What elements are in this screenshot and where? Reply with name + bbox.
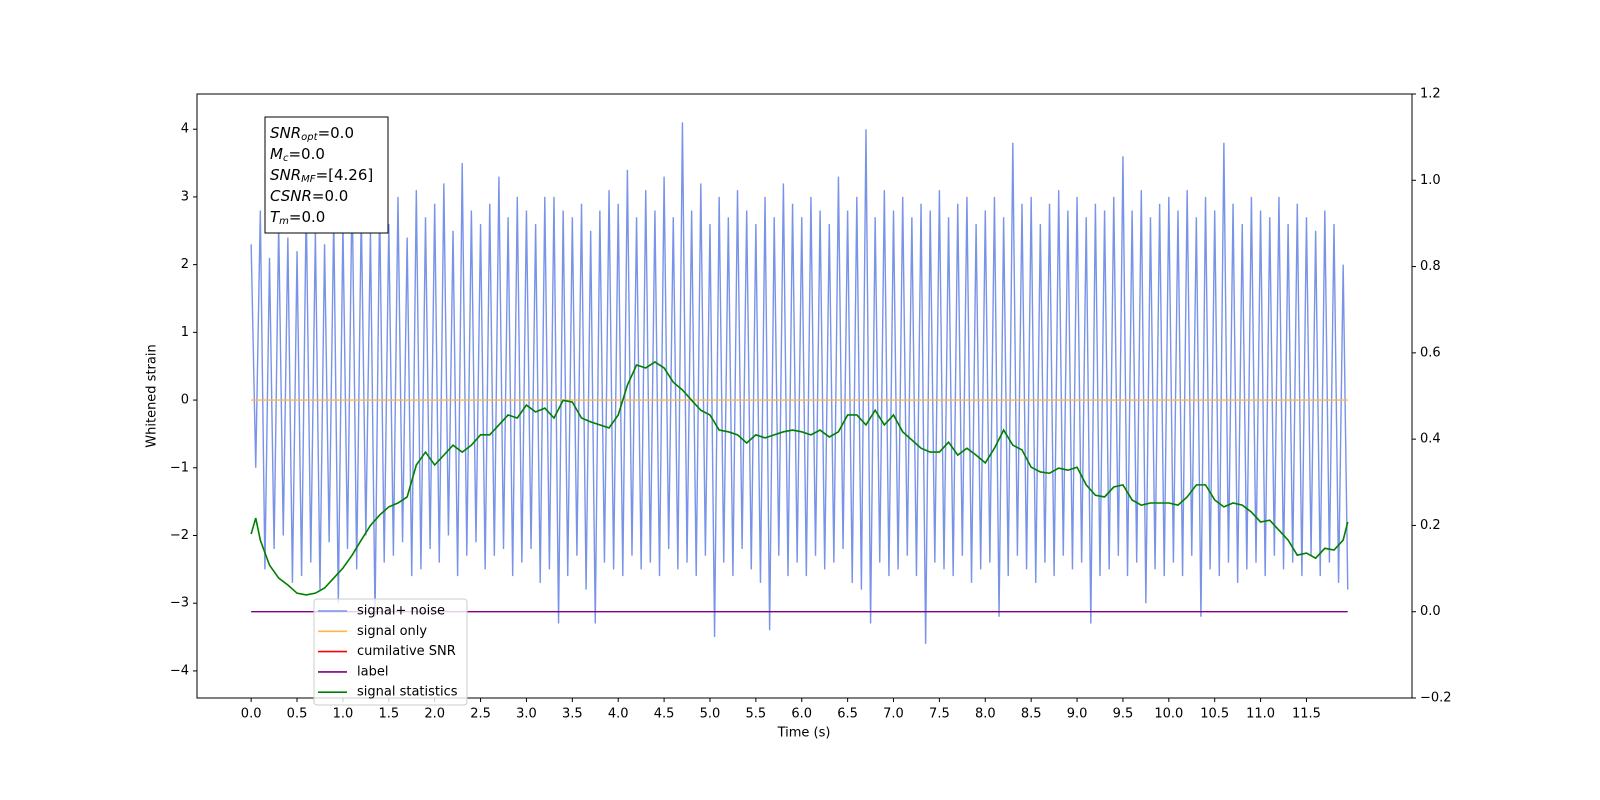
x-tick-label: 2.0 bbox=[424, 707, 445, 722]
y2-tick-label: 1.0 bbox=[1420, 173, 1441, 188]
x-tick-label: 6.5 bbox=[837, 707, 858, 722]
annotation-sub: MF bbox=[301, 174, 316, 185]
x-tick-label: 11.5 bbox=[1292, 707, 1321, 722]
x-tick-label: 4.0 bbox=[608, 707, 629, 722]
x-tick-label: 3.5 bbox=[562, 707, 583, 722]
legend-box bbox=[313, 598, 468, 706]
y-tick-label: −3 bbox=[170, 596, 189, 611]
annotation-line: Tm=0.0 bbox=[270, 208, 325, 228]
y-tick-label: 3 bbox=[181, 189, 189, 204]
x-tick-label: 1.0 bbox=[333, 707, 354, 722]
x-tick-label: 11.0 bbox=[1246, 707, 1275, 722]
legend-label: cumilative SNR bbox=[357, 644, 456, 659]
y-tick-label: 2 bbox=[181, 257, 189, 272]
y-tick-label: 1 bbox=[181, 325, 189, 340]
y2-tick-label: 0.0 bbox=[1420, 604, 1441, 619]
x-tick-label: 8.5 bbox=[1021, 707, 1042, 722]
y2-tick-label: 0.6 bbox=[1420, 345, 1441, 360]
series-line bbox=[250, 122, 1349, 644]
annotation-line: Mc=0.0 bbox=[270, 145, 325, 165]
annotation-value: =[4.26] bbox=[316, 166, 374, 184]
y-tick-label: −4 bbox=[170, 663, 189, 678]
y2-tick-label: 0.2 bbox=[1420, 518, 1441, 533]
y2-tick-label: −0.2 bbox=[1420, 691, 1452, 706]
legend-label: signal statistics bbox=[357, 685, 458, 700]
y2-tick-label: 0.8 bbox=[1420, 259, 1441, 274]
annotation-value: =0.0 bbox=[288, 145, 324, 163]
annotation-name: T bbox=[270, 208, 281, 226]
x-tick-label: 4.5 bbox=[654, 707, 675, 722]
series-line bbox=[250, 360, 1349, 596]
annotation-value: =0.0 bbox=[312, 187, 348, 205]
x-tick-label: 0.5 bbox=[287, 707, 308, 722]
annotation-name: SNR bbox=[270, 124, 301, 142]
annotation-value: =0.0 bbox=[289, 208, 325, 226]
x-tick-label: 5.0 bbox=[700, 707, 721, 722]
x-tick-label: 10.0 bbox=[1154, 707, 1183, 722]
y-tick-label: 4 bbox=[181, 122, 189, 137]
y-tick-label: −2 bbox=[170, 528, 189, 543]
annotation-line: SNRMF=[4.26] bbox=[270, 166, 373, 186]
y2-tick-label: 1.2 bbox=[1420, 87, 1441, 102]
x-tick-label: 6.0 bbox=[791, 707, 812, 722]
annotation-line: SNRopt=0.0 bbox=[270, 124, 354, 144]
x-axis-label: Time (s) bbox=[777, 726, 831, 741]
y-axis-label: Whitened strain bbox=[145, 344, 160, 447]
plot-frame bbox=[196, 93, 1413, 699]
annotation-line: CSNR=0.0 bbox=[270, 187, 348, 205]
x-tick-label: 8.0 bbox=[975, 707, 996, 722]
x-tick-label: 10.5 bbox=[1200, 707, 1229, 722]
annotation-box bbox=[264, 116, 389, 234]
annotation-sub: c bbox=[283, 153, 289, 164]
x-tick-label: 3.0 bbox=[516, 707, 537, 722]
annotation-name: SNR bbox=[270, 166, 301, 184]
legend-label: signal only bbox=[357, 624, 427, 639]
x-tick-label: 7.0 bbox=[883, 707, 904, 722]
x-tick-label: 1.5 bbox=[378, 707, 399, 722]
annotation-sub: m bbox=[279, 216, 289, 227]
x-tick-label: 5.5 bbox=[746, 707, 767, 722]
annotation-name: M bbox=[270, 145, 283, 163]
legend-label: label bbox=[357, 664, 388, 679]
y-tick-label: 0 bbox=[181, 393, 189, 408]
annotation-value: =0.0 bbox=[318, 124, 354, 142]
x-tick-label: 0.0 bbox=[241, 707, 262, 722]
annotation-name: CSNR bbox=[270, 187, 312, 205]
annotation-sub: opt bbox=[301, 132, 318, 143]
x-tick-label: 2.5 bbox=[470, 707, 491, 722]
y-tick-label: −1 bbox=[170, 460, 189, 475]
x-tick-label: 9.5 bbox=[1113, 707, 1134, 722]
x-tick-label: 9.0 bbox=[1067, 707, 1088, 722]
x-tick-label: 7.5 bbox=[929, 707, 950, 722]
y2-tick-label: 0.4 bbox=[1420, 432, 1441, 447]
legend-label: signal+ noise bbox=[357, 604, 445, 619]
